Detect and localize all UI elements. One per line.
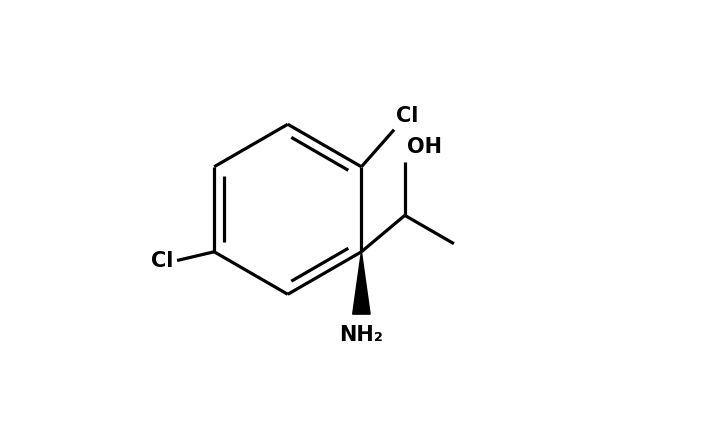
Text: Cl: Cl: [151, 251, 173, 270]
Polygon shape: [352, 252, 370, 314]
Text: OH: OH: [407, 137, 442, 157]
Text: Cl: Cl: [397, 106, 418, 126]
Text: NH₂: NH₂: [340, 325, 383, 345]
